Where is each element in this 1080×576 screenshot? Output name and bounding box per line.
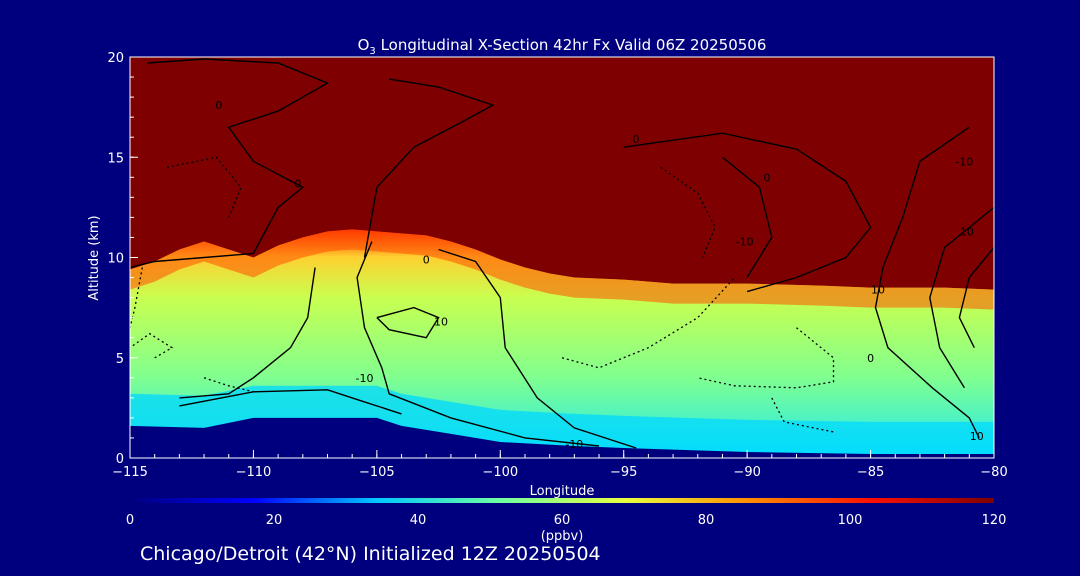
contour-line [929,206,994,389]
contour-line [166,156,242,218]
plot-area: 0 -10 10 0 -10 10 0 10 -10 -10 10 0 0 0 [130,57,994,458]
colorbar: 0 20 40 60 80 100 120 (ppbv) [126,498,1007,544]
colorbar-tick-label: 80 [698,513,715,528]
contour-label: -10 [356,372,374,385]
y-tick-label: 10 [107,252,124,267]
contour-label: 0 [633,133,640,146]
contour-label: 10 [871,284,885,297]
x-tick-label: −115 [112,465,148,480]
y-tick-label: 5 [116,352,124,367]
contour-label: -10 [565,438,583,451]
y-axis: 0 5 10 15 20 [107,51,138,467]
chart-title: O3 Longitudinal X-Section 42hr Fx Valid … [358,36,767,57]
x-tick-label: −110 [236,465,272,480]
contour-line [130,332,174,359]
x-tick-label: −95 [610,465,637,480]
contour-line [438,248,637,449]
tropopause-transition-band [130,229,994,310]
colorbar-ticks: 0 20 40 60 80 100 120 [126,513,1007,528]
contour-label: 0 [763,171,770,184]
y-tick-label: 20 [107,51,124,66]
contour-line [561,277,736,369]
contour-line [130,267,143,328]
colorbar-tick-label: 0 [126,513,134,528]
colorbar-tick-label: 20 [266,513,283,528]
contour-line [874,126,980,439]
contour-line [376,306,440,339]
contour-label: 0 [867,352,874,365]
contour-line [363,78,495,258]
x-tick-label: −80 [980,465,1007,480]
y-axis-label: Altitude (km) [87,215,102,300]
contour-line [179,389,402,415]
contour-line [203,377,254,393]
y-tick-label: 0 [116,452,124,467]
contour-line [958,247,994,349]
x-axis-label: Longitude [530,484,595,499]
contour-label: 0 [215,99,222,112]
contour-label: -10 [955,155,973,168]
x-tick-label: −85 [857,465,884,480]
contour-label: 0 [423,254,430,267]
contour-line [130,58,330,269]
contour-label: 10 [970,430,984,443]
surface-region [130,417,994,458]
contour-label: 10 [960,225,974,238]
x-axis: −115 −110 −105 −100 −95 −90 −85 −80 [112,450,1008,480]
colorbar-tick-label: 40 [410,513,427,528]
contour-line [179,267,316,399]
contour-labels: 0 -10 10 0 -10 10 0 10 -10 -10 10 0 0 0 [215,99,983,451]
x-tick-label: −105 [359,465,395,480]
contour-line [356,241,600,447]
x-tick-label: −100 [482,465,518,480]
contour-line [623,132,872,293]
colorbar-bar [130,498,994,503]
colorbar-label: (ppbv) [541,529,584,544]
contour-label: 0 [294,177,301,190]
y-tick-label: 15 [107,151,124,166]
footer-caption: Chicago/Detroit (42°N) Initialized 12Z 2… [140,543,601,565]
colorbar-tick-label: 120 [982,513,1007,528]
contour-line [722,156,773,278]
contour-label: -10 [736,235,754,248]
x-tick-label: −90 [733,465,760,480]
contour-line [771,397,834,433]
ozone-contours [130,58,994,449]
colorbar-tick-label: 100 [838,513,863,528]
contour-line [697,327,835,389]
colorbar-tick-label: 60 [554,513,571,528]
contour-label: 10 [434,316,448,329]
